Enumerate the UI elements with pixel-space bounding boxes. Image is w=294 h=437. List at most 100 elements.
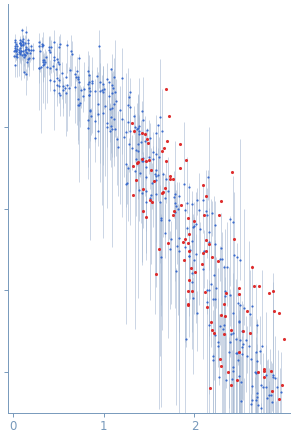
Point <box>253 421 258 428</box>
Point <box>226 368 230 375</box>
Point <box>210 253 215 260</box>
Point <box>234 349 238 356</box>
Point <box>38 48 43 55</box>
Point <box>261 384 265 391</box>
Point <box>54 66 58 73</box>
Point <box>262 368 266 375</box>
Point <box>273 428 278 435</box>
Point <box>217 355 222 362</box>
Point <box>159 215 163 222</box>
Point <box>201 197 205 204</box>
Point <box>275 383 279 390</box>
Point <box>161 171 166 178</box>
Point <box>258 347 262 354</box>
Point <box>191 295 195 302</box>
Point <box>222 321 227 328</box>
Point <box>150 199 155 206</box>
Point <box>171 208 176 215</box>
Point <box>190 270 195 277</box>
Point <box>13 39 18 46</box>
Point <box>206 240 211 247</box>
Point <box>136 140 140 147</box>
Point <box>219 245 223 252</box>
Point <box>117 107 122 114</box>
Point <box>152 178 156 185</box>
Point <box>166 187 171 194</box>
Point <box>270 429 275 436</box>
Point <box>141 208 145 215</box>
Point <box>21 36 26 43</box>
Point <box>98 79 102 86</box>
Point <box>169 235 174 242</box>
Point <box>182 206 187 213</box>
Point <box>185 200 189 207</box>
Point <box>157 153 161 160</box>
Point <box>250 264 254 271</box>
Point <box>120 115 124 122</box>
Point <box>219 198 223 205</box>
Point <box>271 372 275 379</box>
Point <box>24 46 29 53</box>
Point <box>237 373 242 380</box>
Point <box>238 257 242 264</box>
Point <box>192 268 197 275</box>
Point <box>113 89 117 96</box>
Point <box>43 59 48 66</box>
Point <box>165 137 169 144</box>
Point <box>126 119 130 126</box>
Point <box>24 59 29 66</box>
Point <box>51 39 56 46</box>
Point <box>137 128 142 135</box>
Point <box>250 397 254 404</box>
Point <box>205 287 209 294</box>
Point <box>153 176 158 183</box>
Point <box>164 157 169 164</box>
Point <box>231 364 235 371</box>
Point <box>23 40 28 47</box>
Point <box>241 340 246 347</box>
Point <box>42 56 47 63</box>
Point <box>18 39 23 46</box>
Point <box>211 295 216 302</box>
Point <box>77 54 82 61</box>
Point <box>19 48 24 55</box>
Point <box>163 230 168 237</box>
Point <box>74 74 79 81</box>
Point <box>225 264 229 271</box>
Point <box>207 286 211 293</box>
Point <box>167 175 172 182</box>
Point <box>172 194 176 201</box>
Point <box>136 159 141 166</box>
Point <box>115 143 120 150</box>
Point <box>121 134 126 141</box>
Point <box>100 80 105 87</box>
Point <box>113 125 118 132</box>
Point <box>186 288 190 295</box>
Point <box>136 187 141 194</box>
Point <box>201 182 205 189</box>
Point <box>182 257 186 264</box>
Point <box>78 87 83 94</box>
Point <box>144 135 149 142</box>
Point <box>161 188 165 195</box>
Point <box>186 253 191 260</box>
Point <box>52 87 57 94</box>
Point <box>86 125 91 132</box>
Point <box>85 68 90 75</box>
Point <box>254 348 258 355</box>
Point <box>90 80 95 87</box>
Point <box>194 250 199 257</box>
Point <box>22 46 27 53</box>
Point <box>186 301 191 308</box>
Point <box>240 343 245 350</box>
Point <box>146 140 151 147</box>
Point <box>236 357 241 364</box>
Point <box>201 250 206 257</box>
Point <box>162 145 167 152</box>
Point <box>178 164 183 171</box>
Point <box>108 114 113 121</box>
Point <box>51 78 56 85</box>
Point <box>223 288 228 295</box>
Point <box>268 415 273 422</box>
Point <box>105 124 109 131</box>
